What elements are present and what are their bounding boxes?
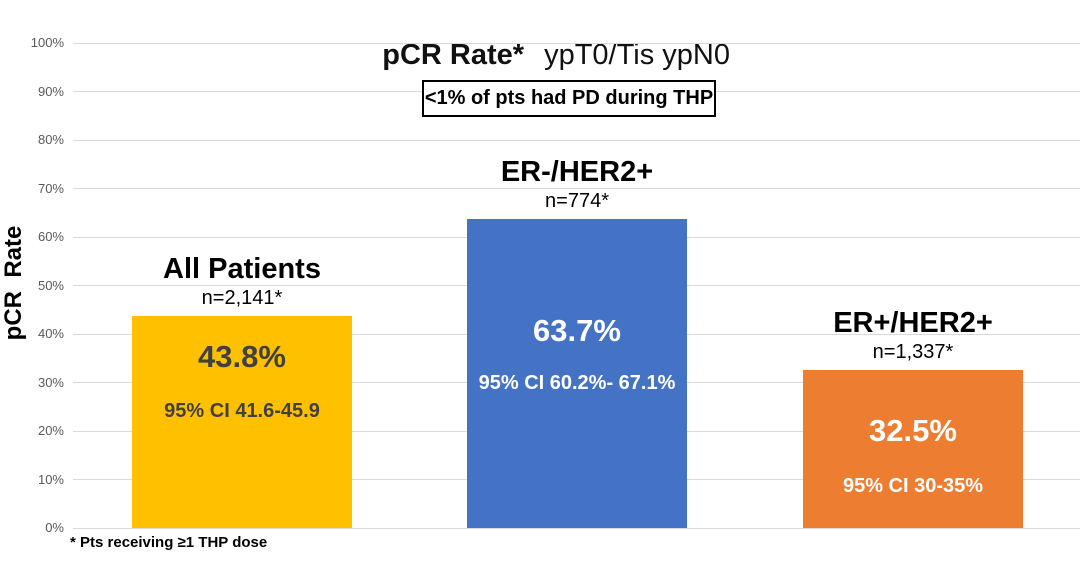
- category-n-count: n=2,141*: [201, 286, 283, 309]
- bar-value-label: 32.5%: [869, 413, 957, 449]
- y-axis-tick-label: 20%: [37, 423, 64, 438]
- category-name: ER+/HER2+: [833, 307, 993, 340]
- y-axis-tick-label: 60%: [37, 229, 64, 244]
- y-axis-tick-label: 40%: [37, 326, 64, 341]
- y-axis-tick-labels: 100% 90% 80% 70% 60% 50% 40% 30% 20% 10% 0%: [0, 35, 64, 535]
- y-axis-tick-label: 0%: [45, 520, 64, 535]
- chart-title: pCR Rate* ypT0/Tis ypN0: [0, 6, 1080, 105]
- bar-er-pos-her2-pos: 32.5% 95% CI 30-35%: [803, 370, 1023, 528]
- category-label-er-pos-her2-pos: ER+/HER2+ n=1,337*: [748, 307, 1078, 364]
- annotation-box: <1% of pts had PD during THP: [422, 80, 716, 117]
- category-label-er-neg-her2-pos: ER-/HER2+ n=774*: [412, 156, 742, 213]
- category-name: ER-/HER2+: [500, 156, 654, 189]
- gridline: [73, 139, 1080, 141]
- gridline: [73, 42, 1080, 44]
- chart-title-bold: pCR Rate*: [382, 39, 525, 71]
- gridline: [73, 527, 1080, 529]
- y-axis-tick-label: 80%: [37, 132, 64, 147]
- y-axis-tick-label: 50%: [37, 277, 64, 293]
- category-name: All Patients: [163, 252, 321, 285]
- bar-group-er-pos-her2-pos: ER+/HER2+ n=1,337* 32.5% 95% CI 30-35%: [803, 43, 1023, 528]
- y-axis-tick-label: 30%: [37, 374, 64, 390]
- y-axis-tick-label: 100%: [30, 35, 64, 50]
- category-n-count: n=1,337*: [872, 341, 954, 364]
- y-axis-tick-label: 70%: [37, 180, 64, 196]
- chart-title-regular: ypT0/Tis ypN0: [544, 39, 730, 71]
- footnote: * Pts receiving ≥1 THP dose: [70, 534, 268, 551]
- bar-er-neg-her2-pos: 63.7% 95% CI 60.2%- 67.1%: [467, 219, 687, 528]
- bar-group-all-patients: All Patients n=2,141* 43.8% 95% CI 41.6-…: [132, 43, 352, 528]
- bar-ci-label: 95% CI 30-35%: [842, 475, 984, 498]
- bar-ci-label: 95% CI 60.2%- 67.1%: [478, 372, 676, 395]
- bar-ci-label: 95% CI 41.6-45.9: [164, 399, 320, 422]
- category-n-count: n=774*: [545, 190, 609, 213]
- y-axis-tick-label: 10%: [37, 471, 64, 487]
- gridline: [73, 188, 1080, 189]
- bar-all-patients: 43.8% 95% CI 41.6-45.9: [132, 315, 352, 528]
- bar-value-label: 43.8%: [198, 338, 286, 374]
- y-axis-tick-label: 90%: [37, 83, 64, 99]
- bar-group-er-neg-her2-pos: ER-/HER2+ n=774* 63.7% 95% CI 60.2%- 67.…: [467, 43, 687, 528]
- bar-value-label: 63.7%: [533, 313, 621, 349]
- category-label-all-patients: All Patients n=2,141*: [77, 253, 407, 310]
